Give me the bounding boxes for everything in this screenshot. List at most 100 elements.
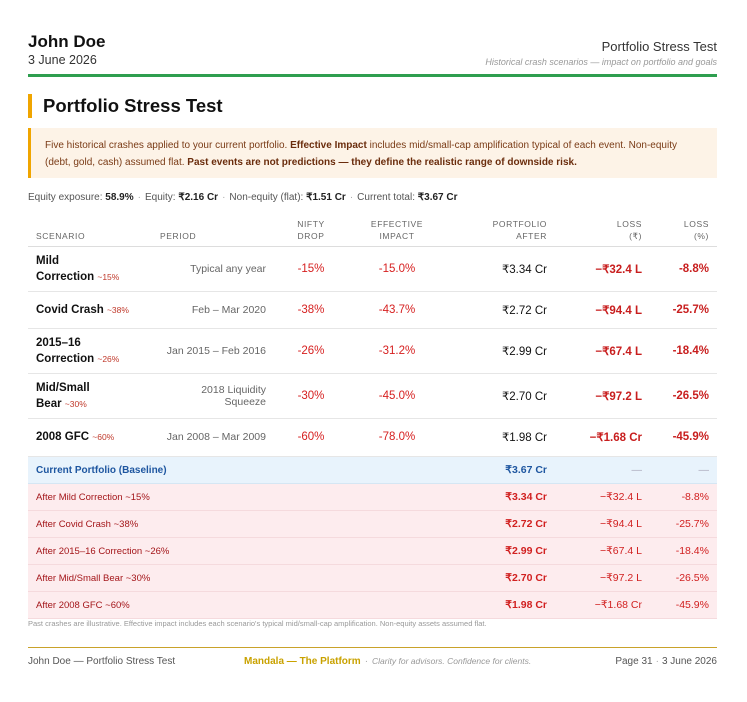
baseline-loss-percent-cell: — — [650, 455, 717, 484]
table-row: 2015–16 Correction ~26% Jan 2015 – Feb 20… — [28, 328, 717, 375]
after-scenario-row: After Covid Crash ~38% ₹2.72 Cr −₹94.4 L… — [28, 510, 717, 538]
callout-bold-2: Past events are not predictions — they d… — [187, 157, 577, 168]
nifty-drop-cell: -30% — [274, 373, 348, 420]
brand-name: Mandala — The Platform — [244, 656, 361, 667]
callout-text-2: includes mid/small-cap amplification typ… — [45, 140, 677, 168]
after-label-cell: After 2008 GFC ~60% — [28, 591, 348, 619]
scenario-tag: ~30% — [64, 399, 87, 410]
exposure-summary: Equity exposure: 58.9% · Equity: ₹2.16 Cr ·… — [28, 192, 457, 203]
loss-percent-cell: -18.4% — [650, 328, 717, 375]
effective-impact-cell: -15.0% — [348, 246, 446, 292]
after-label-cell: After Mild Correction ~15% — [28, 483, 348, 511]
section-title: Portfolio Stress Test — [28, 94, 223, 118]
period-cell: Feb – Mar 2020 — [152, 291, 274, 330]
after-scenario-row: After 2015–16 Correction ~26% ₹2.99 Cr −… — [28, 537, 717, 565]
equity-exposure-value: 58.9% — [105, 192, 134, 203]
after-loss-percent-cell: -8.8% — [650, 483, 717, 511]
nifty-drop-cell: -15% — [274, 246, 348, 292]
after-scenario-row: After 2008 GFC ~60% ₹1.98 Cr −₹1.68 Cr -… — [28, 591, 717, 619]
footer-divider — [28, 647, 717, 648]
after-label: After Covid Crash ~38% — [36, 518, 139, 530]
after-label: After 2008 GFC ~60% — [36, 599, 130, 611]
col-scenario: Scenario — [28, 212, 152, 247]
portfolio-after-cell: ₹2.70 Cr — [446, 373, 555, 420]
scenario-cell: Mid/Small Bear ~30% — [28, 373, 152, 420]
non-equity-label: Non-equity (flat): — [229, 192, 304, 203]
col-portfolio-after: Portfolio After — [446, 212, 555, 247]
footer-left-text: John Doe — Portfolio Stress Test — [28, 656, 176, 667]
scenario-cell: Mild Correction ~15% — [28, 246, 152, 292]
loss-percent-cell: -25.7% — [650, 291, 717, 330]
separator-dot: · — [137, 192, 141, 203]
client-name: John Doe — [28, 32, 106, 51]
portfolio-after-cell: ₹2.99 Cr — [446, 328, 555, 375]
after-value-cell: ₹3.34 Cr — [446, 483, 555, 511]
col-period: Period — [152, 212, 274, 247]
baseline-label-cell: Current Portfolio (Baseline) — [28, 455, 446, 484]
info-callout: Five historical crashes applied to your … — [28, 128, 717, 178]
report-date: 3 June 2026 — [28, 53, 97, 67]
after-label: After Mild Correction ~15% — [36, 491, 150, 503]
col-loss-rupees: Loss (₹) — [555, 212, 650, 247]
effective-impact-cell: -45.0% — [348, 373, 446, 420]
scenario-name: Mid/Small Bear — [36, 382, 90, 411]
after-loss-percent-cell: -25.7% — [650, 510, 717, 538]
stress-test-table: Scenario Period Nifty Drop Effective Impac… — [28, 212, 717, 619]
separator-dot: · — [349, 192, 354, 203]
scenario-tag: ~38% — [106, 304, 129, 315]
loss-rupees-cell: −₹32.4 L — [555, 246, 650, 292]
table-row: Mid/Small Bear ~30% 2018 Liquidity Squeez… — [28, 373, 717, 420]
after-scenario-row: After Mid/Small Bear ~30% ₹2.70 Cr −₹97.… — [28, 564, 717, 592]
loss-percent-cell: -45.9% — [650, 418, 717, 457]
report-page: John Doe 3 June 2026 Portfolio Stress Te… — [28, 0, 717, 667]
after-label: After Mid/Small Bear ~30% — [36, 572, 151, 584]
loss-percent-cell: -26.5% — [650, 373, 717, 420]
page-number: Page 31 — [615, 656, 653, 667]
scenario-tag: ~15% — [97, 271, 120, 282]
blank-cell — [348, 510, 446, 538]
baseline-loss-cell: — — [555, 455, 650, 484]
loss-rupees-cell: −₹67.4 L — [555, 328, 650, 375]
blank-cell — [348, 483, 446, 511]
baseline-value-cell: ₹3.67 Cr — [446, 455, 555, 484]
portfolio-after-cell: ₹2.72 Cr — [446, 291, 555, 330]
table-header-row: Scenario Period Nifty Drop Effective Impac… — [28, 212, 717, 247]
effective-impact-cell: -78.0% — [348, 418, 446, 457]
scenario-name: 2008 GFC — [36, 431, 90, 444]
footer-page-info: Page 31 · 3 June 2026 — [615, 656, 717, 667]
after-label-cell: After Covid Crash ~38% — [28, 510, 348, 538]
nifty-drop-cell: -26% — [274, 328, 348, 375]
effective-impact-cell: -43.7% — [348, 291, 446, 330]
header-title: Portfolio Stress Test — [601, 39, 717, 54]
col-loss-percent: Loss (%) — [650, 212, 717, 247]
brand-tagline: Clarity for advisors. Confidence for cli… — [372, 656, 532, 666]
table-row: Mild Correction ~15% Typical any year -15… — [28, 246, 717, 292]
portfolio-after-cell: ₹3.34 Cr — [446, 246, 555, 292]
loss-rupees-cell: −₹94.4 L — [555, 291, 650, 330]
separator-dot: · — [364, 656, 369, 667]
header-divider — [28, 74, 717, 77]
nifty-drop-cell: -60% — [274, 418, 348, 457]
portfolio-after-cell: ₹1.98 Cr — [446, 418, 555, 457]
after-loss-cell: −₹32.4 L — [555, 483, 650, 511]
footer-date: 3 June 2026 — [661, 656, 717, 667]
after-loss-percent-cell: -45.9% — [650, 591, 717, 619]
scenario-cell: 2008 GFC ~60% — [28, 418, 152, 457]
after-loss-cell: −₹67.4 L — [555, 537, 650, 565]
period-cell: Jan 2008 – Mar 2009 — [152, 418, 274, 457]
period-cell: Jan 2015 – Feb 2016 — [152, 328, 274, 375]
loss-percent-cell: -8.8% — [650, 246, 717, 292]
equity-label: Equity: — [144, 192, 176, 203]
nifty-drop-cell: -38% — [274, 291, 348, 330]
after-value-cell: ₹2.70 Cr — [446, 564, 555, 592]
after-loss-percent-cell: -26.5% — [650, 564, 717, 592]
equity-value: ₹2.16 Cr — [178, 192, 219, 203]
separator-dot: · — [655, 656, 659, 667]
table-row: 2008 GFC ~60% Jan 2008 – Mar 2009 -60% -… — [28, 418, 717, 457]
period-cell: 2018 Liquidity Squeeze — [152, 373, 274, 420]
scenario-cell: 2015–16 Correction ~26% — [28, 328, 152, 375]
header-subtitle: Historical crash scenarios — impact on p… — [485, 57, 717, 67]
after-value-cell: ₹1.98 Cr — [446, 591, 555, 619]
equity-exposure-label: Equity exposure: — [28, 192, 103, 203]
blank-cell — [348, 537, 446, 565]
